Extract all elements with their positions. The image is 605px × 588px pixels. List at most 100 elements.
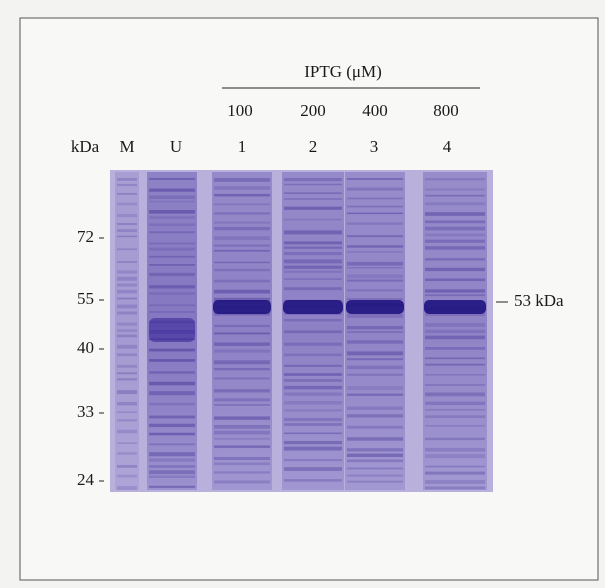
band — [117, 442, 137, 444]
lane — [282, 172, 344, 490]
band — [347, 351, 403, 356]
band — [214, 377, 270, 380]
band — [425, 480, 485, 484]
band — [425, 226, 485, 231]
band — [117, 270, 137, 274]
band — [149, 475, 195, 478]
band — [117, 222, 137, 226]
band — [117, 344, 137, 349]
band — [117, 402, 137, 406]
concentration-label: 800 — [433, 101, 459, 120]
band — [149, 371, 195, 374]
band — [149, 443, 195, 446]
band — [149, 310, 195, 314]
band — [347, 358, 403, 361]
band — [149, 391, 195, 396]
band — [347, 406, 403, 410]
band — [425, 425, 485, 427]
band — [214, 193, 270, 197]
band — [214, 342, 270, 346]
band — [214, 244, 270, 247]
band — [149, 452, 195, 457]
band — [117, 178, 137, 181]
band — [214, 324, 270, 328]
band — [117, 248, 137, 251]
band — [214, 398, 270, 402]
band — [347, 267, 403, 269]
band — [284, 364, 342, 367]
band — [347, 187, 403, 191]
band — [424, 300, 486, 314]
band — [425, 178, 485, 181]
band — [214, 289, 270, 294]
band — [347, 480, 403, 483]
band — [149, 247, 195, 251]
band — [214, 480, 270, 484]
band — [284, 417, 342, 422]
band — [425, 212, 485, 216]
band — [117, 311, 137, 315]
band — [347, 393, 403, 396]
band — [425, 401, 485, 406]
lane-label: 3 — [370, 137, 379, 156]
band — [425, 486, 485, 490]
band — [117, 378, 137, 381]
band — [214, 404, 270, 406]
band — [214, 186, 270, 190]
band — [347, 289, 403, 292]
band — [149, 242, 195, 245]
band — [347, 365, 403, 370]
band — [425, 312, 485, 317]
treatment-label: IPTG (μM) — [304, 62, 382, 81]
band — [284, 342, 342, 346]
band — [117, 297, 137, 300]
band — [149, 292, 195, 295]
lane-label: 1 — [238, 137, 247, 156]
band — [425, 267, 485, 272]
band — [214, 360, 270, 365]
band — [149, 423, 195, 428]
band — [284, 178, 342, 182]
lane-label: M — [119, 137, 134, 156]
band — [117, 289, 137, 294]
band — [117, 261, 137, 263]
band — [284, 198, 342, 200]
band — [284, 446, 342, 451]
lane-label: 4 — [443, 137, 452, 156]
band — [284, 330, 342, 334]
band — [117, 486, 137, 490]
band — [425, 357, 485, 360]
band — [425, 220, 485, 224]
band — [425, 384, 485, 386]
band — [284, 287, 342, 291]
band — [149, 285, 195, 289]
band — [425, 246, 485, 250]
band — [347, 326, 403, 330]
band — [347, 298, 403, 300]
band — [117, 334, 137, 338]
band — [149, 402, 195, 406]
band — [117, 353, 137, 357]
band — [214, 462, 270, 466]
gel-lanes — [115, 172, 487, 490]
band — [149, 415, 195, 419]
band — [149, 216, 195, 219]
band — [347, 459, 403, 463]
band — [117, 213, 137, 218]
band — [214, 349, 270, 353]
band — [347, 453, 403, 458]
band — [117, 365, 137, 368]
band — [284, 440, 342, 445]
band — [347, 279, 403, 282]
band — [117, 276, 137, 281]
band — [149, 188, 195, 192]
lane-header: kDa — [71, 137, 100, 156]
band — [347, 197, 403, 200]
band — [149, 465, 195, 468]
band — [347, 448, 403, 452]
band — [284, 379, 342, 382]
band — [214, 279, 270, 283]
band — [117, 429, 137, 434]
